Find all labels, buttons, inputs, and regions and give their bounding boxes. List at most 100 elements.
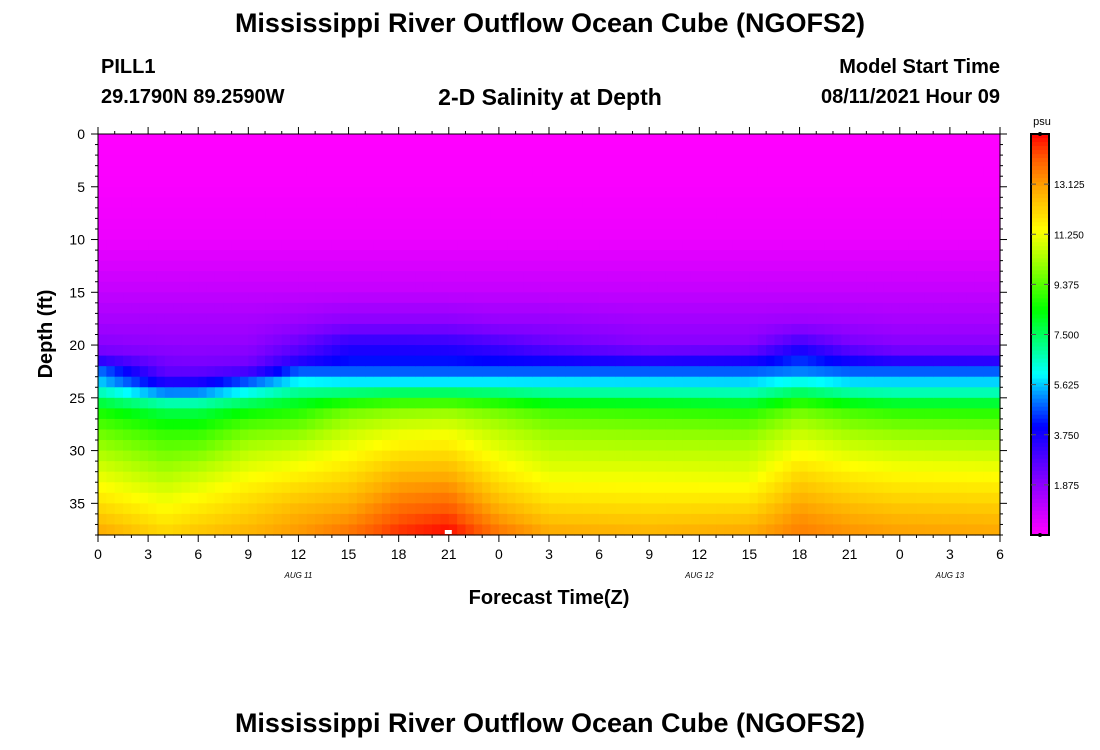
heatmap-cell — [983, 323, 993, 336]
heatmap-cell — [114, 482, 124, 494]
heatmap-cell — [98, 513, 107, 526]
heatmap-cell — [924, 239, 934, 251]
heatmap-cell — [849, 471, 859, 483]
heatmap-cell — [239, 144, 249, 156]
heatmap-cell — [398, 524, 408, 536]
heatmap-cell — [306, 165, 316, 177]
y-tick-label: 20 — [69, 337, 85, 353]
heatmap-cell — [365, 376, 375, 388]
heatmap-cell — [682, 440, 692, 452]
heatmap-cell — [265, 376, 274, 388]
heatmap-cell — [473, 323, 483, 336]
heatmap-cell — [423, 281, 433, 293]
heatmap-cell — [131, 471, 141, 483]
heatmap-cell — [657, 429, 667, 441]
heatmap-cell — [991, 334, 1001, 346]
heatmap-cell — [457, 471, 467, 483]
heatmap-cell — [131, 408, 141, 420]
heatmap-cell — [615, 482, 625, 494]
heatmap-cell — [816, 207, 826, 220]
heatmap-cell — [306, 503, 316, 515]
heatmap-cell — [432, 461, 442, 473]
heatmap-cell — [599, 418, 609, 431]
heatmap-cell — [574, 408, 584, 420]
heatmap-cell — [123, 429, 133, 441]
heatmap-cell — [858, 281, 867, 293]
heatmap-cell — [114, 271, 124, 283]
heatmap-cell — [256, 302, 266, 314]
heatmap-cell — [891, 334, 901, 346]
heatmap-cell — [549, 207, 558, 220]
heatmap-cell — [599, 186, 609, 198]
heatmap-cell — [716, 408, 725, 420]
heatmap-cell — [574, 524, 584, 536]
heatmap-cell — [206, 144, 216, 156]
colorbar-segment — [1031, 206, 1049, 211]
heatmap-cell — [741, 271, 751, 283]
heatmap-cell — [306, 281, 316, 293]
heatmap-cell — [941, 366, 951, 378]
heatmap-cell — [649, 461, 659, 473]
heatmap-cell — [540, 492, 550, 504]
heatmap-cell — [306, 313, 316, 325]
heatmap-cell — [983, 366, 993, 378]
heatmap-cell — [607, 408, 617, 420]
heatmap-cell — [941, 239, 951, 251]
heatmap-cell — [565, 334, 575, 346]
heatmap-cell — [223, 207, 233, 220]
heatmap-cell — [315, 218, 325, 230]
heatmap-cell — [557, 440, 567, 452]
heatmap-cell — [532, 207, 542, 220]
heatmap-cell — [198, 418, 208, 431]
heatmap-cell — [724, 387, 734, 399]
heatmap-cell — [732, 345, 742, 357]
heatmap-cell — [732, 355, 742, 367]
heatmap-cell — [532, 366, 542, 378]
heatmap-cell — [991, 418, 1001, 431]
heatmap-cell — [507, 144, 517, 156]
heatmap-cell — [398, 503, 408, 515]
heatmap-cell — [724, 440, 734, 452]
heatmap-cell — [498, 440, 508, 452]
heatmap-cell — [991, 471, 1001, 483]
heatmap-cell — [732, 513, 742, 526]
heatmap-cell — [473, 513, 483, 526]
heatmap-cell — [582, 440, 592, 452]
heatmap-cell — [315, 302, 325, 314]
heatmap-cell — [874, 250, 884, 262]
heatmap-cell — [690, 450, 700, 462]
heatmap-cell — [98, 408, 107, 420]
heatmap-cell — [465, 313, 475, 325]
heatmap-cell — [624, 271, 634, 283]
heatmap-cell — [774, 482, 784, 494]
heatmap-cell — [164, 366, 174, 378]
heatmap-cell — [265, 492, 274, 504]
heatmap-cell — [866, 281, 876, 293]
heatmap-cell — [707, 355, 717, 367]
heatmap-cell — [849, 376, 859, 388]
heatmap-cell — [340, 186, 350, 198]
colorbar-segment — [1031, 402, 1049, 408]
heatmap-cell — [239, 313, 249, 325]
heatmap-cell — [223, 155, 233, 167]
heatmap-cell — [974, 228, 984, 241]
heatmap-cell — [657, 482, 667, 494]
heatmap-cell — [924, 418, 934, 431]
heatmap-cell — [707, 134, 717, 146]
heatmap-cell — [557, 418, 567, 431]
heatmap-cell — [214, 429, 224, 441]
heatmap-cell — [189, 471, 199, 483]
heatmap-cell — [164, 186, 174, 198]
heatmap-cell — [315, 165, 325, 177]
x-tick-label: 3 — [545, 546, 553, 562]
heatmap-cell — [883, 176, 893, 188]
heatmap-cell — [532, 376, 542, 388]
heatmap-cell — [866, 292, 876, 304]
heatmap-cell — [924, 408, 934, 420]
heatmap-cell — [331, 429, 341, 441]
heatmap-cell — [883, 345, 893, 357]
heatmap-cell — [899, 197, 909, 209]
heatmap-cell — [498, 450, 508, 462]
heatmap-cell — [966, 281, 976, 293]
date-label: AUG 12 — [684, 571, 714, 580]
